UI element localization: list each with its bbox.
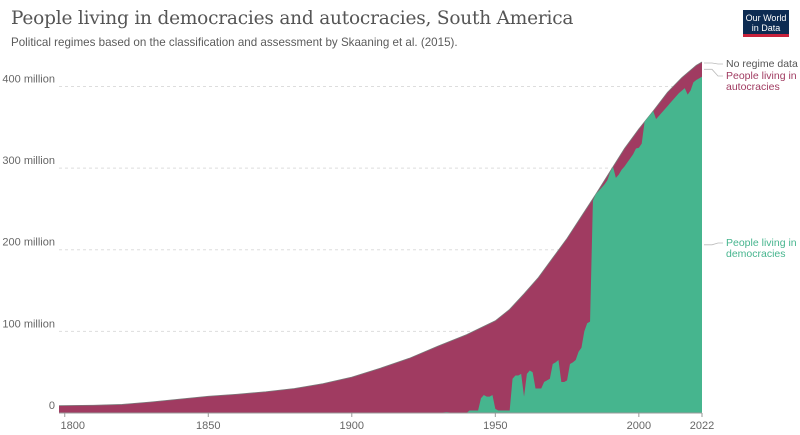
x-tick-label: 2022 (690, 420, 714, 432)
legend-label: People living in democracies (726, 237, 797, 260)
legend-label-line: autocracies (726, 81, 780, 93)
legend-connector (704, 68, 723, 77)
y-tick-label: 200 million (2, 237, 55, 249)
y-tick-label: 100 million (2, 318, 55, 330)
y-tick-label: 0 (49, 400, 55, 412)
legend-connector (704, 242, 723, 246)
axes: 0 100 million 200 million 300 million 400 mi… (2, 73, 714, 432)
y-tick-label: 300 million (2, 155, 55, 167)
area-autocracies (59, 62, 702, 413)
chart-subtitle: Political regimes based on the classific… (11, 36, 458, 49)
x-tick-label: 1800 (60, 420, 84, 432)
legend-label: People living in autocracies (726, 70, 797, 93)
chart-areas (58, 61, 703, 413)
x-tick-label: 1950 (483, 420, 507, 432)
legend-connector (704, 62, 723, 65)
legend-label-line: democracies (726, 248, 786, 260)
legend-label-line: People living in (726, 70, 797, 82)
chart-title: People living in democracies and autocra… (11, 8, 574, 29)
y-tick-label: 400 million (2, 73, 55, 85)
x-tick-label: 1850 (196, 420, 220, 432)
owid-logo[interactable]: Our World in Data (743, 10, 789, 37)
legend-label-line: People living in (726, 237, 797, 249)
area-no-regime-data (58, 61, 703, 407)
logo-line-1: Our World (745, 13, 787, 23)
x-tick-label: 2000 (627, 420, 651, 432)
x-tick-label: 1900 (340, 420, 364, 432)
area-democracies (59, 76, 702, 413)
logo-line-2: in Data (751, 23, 781, 33)
legend-label: No regime data (726, 58, 798, 70)
